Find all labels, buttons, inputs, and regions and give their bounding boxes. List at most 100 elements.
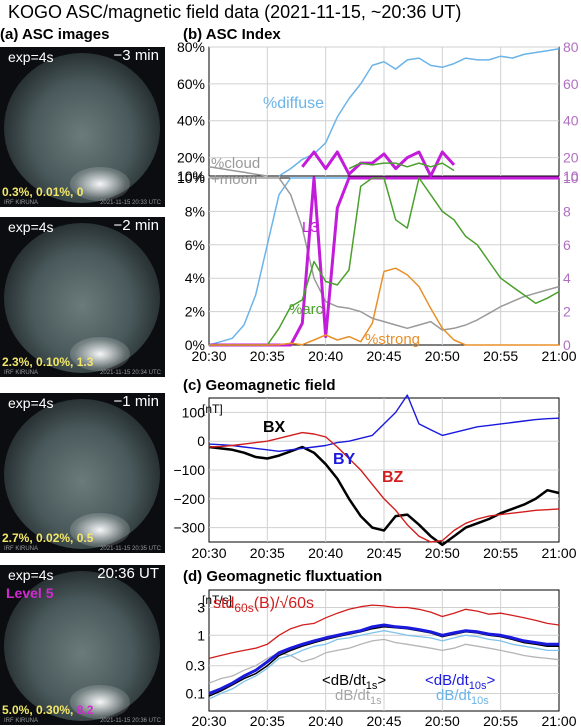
series-line-cloud xyxy=(209,177,560,331)
y-tick-label: 0.3 xyxy=(186,658,206,674)
index-value: 1.3 xyxy=(76,355,94,369)
section-b-title: (b) ASC Index xyxy=(183,26,281,43)
index-value: 0.3%, xyxy=(2,185,37,199)
figure-title: KOGO ASC/magnetic field data (2021-11-15… xyxy=(8,2,462,22)
series-label-std: std60s(B)/√60s xyxy=(213,595,314,615)
footer-timestamp: 2021-11-15 20:35 UTC xyxy=(100,546,161,552)
index-value: 8.2 xyxy=(76,703,94,717)
series-line-BZ xyxy=(208,431,560,543)
x-tick-label: 20:50 xyxy=(425,713,460,727)
exposure-label: exp=4s xyxy=(8,567,54,583)
series-label-dbdt10s: dB/dt10s xyxy=(436,687,489,707)
moon-glow xyxy=(70,167,130,201)
series-label-strong: %strong xyxy=(365,331,420,348)
section-c-title: (c) Geomagnetic field xyxy=(183,377,336,394)
index-value: 0.01%, xyxy=(36,185,77,199)
relative-time-label: −2 min xyxy=(113,217,159,234)
relative-time-label: 20:36 UT xyxy=(97,565,159,582)
exposure-label: exp=4s xyxy=(8,395,54,411)
y-axis-unit: [nT/s] xyxy=(202,593,232,607)
x-tick-label: 20:45 xyxy=(366,545,401,561)
y-tick-label: 80% xyxy=(177,39,205,55)
series-label-by: BY xyxy=(333,451,356,468)
x-tick-label: 20:35 xyxy=(250,713,285,727)
series-line-BY xyxy=(208,394,560,452)
series-label-arc: %arc xyxy=(289,301,324,318)
x-tick-label: 20:30 xyxy=(191,545,226,561)
x-tick-label: 20:30 xyxy=(191,713,226,727)
footer-station: IRF KIRUNA xyxy=(4,718,39,724)
footer-timestamp: 2021-11-15 20:36 UTC xyxy=(100,718,161,724)
x-tick-label: 20:45 xyxy=(366,348,401,364)
series-line-BX xyxy=(208,445,560,547)
series-label-l3: L3 xyxy=(302,219,319,236)
y2-tick-label: 60 xyxy=(563,76,579,92)
series-line-dBdt1s xyxy=(208,638,560,684)
y2-tick-label: 4 xyxy=(563,270,571,286)
moon-glow xyxy=(70,685,130,719)
y2-tick-label: 6 xyxy=(563,237,571,253)
y-axis-unit: [nT] xyxy=(202,402,223,416)
footer-station: IRF KIRUNA xyxy=(4,370,39,376)
series-line-dBdt10s xyxy=(208,630,559,700)
series-label-dbdt1s: dB/dt1s xyxy=(335,687,382,707)
series-line-L3 xyxy=(301,150,456,178)
x-tick-label: 20:35 xyxy=(250,545,285,561)
x-tick-label: 20:55 xyxy=(483,348,518,364)
y2-tick-label: 0 xyxy=(563,337,571,353)
y-tick-label: −100 xyxy=(173,462,205,478)
x-tick-label: 20:45 xyxy=(366,713,401,727)
index-values: 2.3%, 0.10%, 1.3 xyxy=(2,355,93,369)
y-tick-label: 1 xyxy=(197,627,205,643)
y-tick-label: 10% xyxy=(177,170,205,186)
moon-glow xyxy=(70,513,130,547)
series-label-dbdt10s-avg: <dB/dt10s> xyxy=(425,672,496,692)
index-value: 0.10%, xyxy=(36,355,77,369)
series-label-bx: BX xyxy=(263,419,286,436)
x-tick-label: 21:00 xyxy=(541,713,576,727)
series-line-std60sB60s xyxy=(208,604,560,660)
y-tick-label: 4% xyxy=(185,270,205,286)
series-line-strong xyxy=(209,267,559,346)
section-a-title: (a) ASC images xyxy=(0,26,110,43)
y-tick-label: 8% xyxy=(185,203,205,219)
moon-glow xyxy=(70,337,130,371)
x-tick-label: 20:40 xyxy=(308,545,343,561)
y-tick-label: 0.1 xyxy=(186,685,206,701)
y-tick-label: 0 xyxy=(197,433,205,449)
relative-time-label: −3 min xyxy=(113,47,159,64)
series-line-arc xyxy=(348,162,455,172)
index-value: 0.02%, xyxy=(36,531,77,545)
asc-image: exp=4s −1 min 2.7%, 0.02%, 0.5 IRF KIRUNA 20… xyxy=(0,393,165,553)
series-label-cloud: %cloud xyxy=(211,155,260,172)
y2-tick-label: 80 xyxy=(563,39,579,55)
footer-timestamp: 2021-11-15 20:33 UTC xyxy=(100,200,161,206)
index-value: 2.7%, xyxy=(2,531,37,545)
y-tick-label: −200 xyxy=(173,491,205,507)
y-tick-label: 20% xyxy=(177,150,205,166)
y2-tick-label: 20 xyxy=(563,150,579,166)
asc-image: exp=4s −2 min 2.3%, 0.10%, 1.3 IRF KIRUNA 20… xyxy=(0,217,165,377)
y-tick-label: 40% xyxy=(177,113,205,129)
asc-image: exp=4s −3 min 0.3%, 0.01%, 0 IRF KIRUNA 2021… xyxy=(0,47,165,207)
y-tick-label: 6% xyxy=(185,237,205,253)
x-tick-label: 21:00 xyxy=(541,348,576,364)
y-tick-label: 2% xyxy=(185,304,205,320)
y-tick-label: 0% xyxy=(185,337,205,353)
level-label: Level 5 xyxy=(6,585,54,601)
exposure-label: exp=4s xyxy=(8,219,54,235)
footer-station: IRF KIRUNA xyxy=(4,546,39,552)
y2-tick-label: 10 xyxy=(563,170,579,186)
x-tick-label: 20:55 xyxy=(483,545,518,561)
x-tick-label: 20:40 xyxy=(308,713,343,727)
index-value: 0.30%, xyxy=(36,703,77,717)
series-label-diffuse: %diffuse xyxy=(263,95,324,112)
y-tick-label: 60% xyxy=(177,76,205,92)
index-value: 0 xyxy=(76,185,84,199)
x-tick-label: 20:30 xyxy=(191,348,226,364)
series-label-bz: BZ xyxy=(382,469,404,486)
index-value: 5.0%, xyxy=(2,703,37,717)
index-value: 2.3%, xyxy=(2,355,37,369)
x-tick-label: 21:00 xyxy=(541,545,576,561)
